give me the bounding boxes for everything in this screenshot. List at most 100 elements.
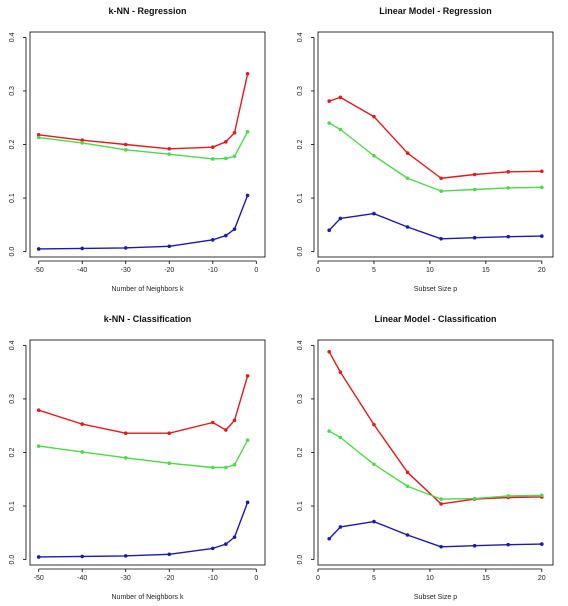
data-point [123,431,128,436]
data-point [210,546,215,551]
data-point [372,114,376,119]
x-tick-label: -20 [164,267,174,274]
series-line-3 [38,195,249,250]
y-tick-label: 0.4 [9,32,16,42]
data-point [167,244,172,249]
x-tick-label: 0 [254,267,258,274]
y-tick-label: 0.1 [9,501,16,511]
data-point [472,496,477,501]
data-point [327,536,331,541]
plot-frame [29,339,266,566]
data-point [224,233,228,238]
x-tick-label: 0 [316,267,320,274]
data-point [123,246,128,250]
x-tick-label: -10 [208,267,218,274]
data-point [338,95,343,100]
data-point [232,418,237,423]
x-tick-label: -30 [121,575,131,582]
data-point [36,444,41,448]
data-point [506,186,511,190]
y-tick-label: 0.0 [297,555,304,565]
chart-panel-2: Linear Model - Regression 0 5 10 15 20 Subset … [297,6,554,293]
data-point [372,153,376,158]
data-point [540,185,544,190]
x-tick-label: -40 [77,575,87,582]
series-line-2 [328,122,542,192]
data-point [327,429,331,433]
data-point [506,170,511,174]
y-tick-label: 0.0 [297,247,304,257]
data-point [327,121,331,125]
y-tick-label: 0.1 [297,193,304,203]
data-point [327,99,331,103]
data-point [224,140,228,144]
series-line-3 [328,520,542,548]
data-point [405,151,410,155]
data-point [123,456,128,460]
data-point [245,500,250,505]
data-point [439,502,443,506]
x-tick-label: -50 [34,267,44,274]
x-tick-label: 20 [538,575,546,582]
data-point [224,428,228,432]
data-point [232,154,237,159]
y-tick-label: 0.1 [9,193,16,203]
data-point [80,138,85,143]
x-axis-label: Subset Size p [414,594,457,601]
x-tick-label: 10 [426,267,434,274]
data-point [372,211,376,216]
x-tick-label: 0 [316,575,320,582]
data-point [338,216,343,221]
data-point [472,187,477,192]
data-point [439,497,443,501]
y-tick-label: 0.4 [297,340,304,350]
chart-panel-4: Linear Model - Classification 0 5 10 15 20 Sub… [297,314,554,601]
chart-panel-3: k-NN - Classification -50 -40 -30 -20 -10 0 Num… [9,314,266,601]
data-point [167,152,172,156]
plot-frame [317,31,554,258]
data-point [245,193,250,198]
y-tick-label: 0.3 [9,86,16,96]
x-axis-label: Number of Neighbors k [112,286,184,293]
series-line-2 [328,430,542,500]
y-tick-label: 0.3 [9,394,16,404]
x-tick-label: -40 [77,267,87,274]
data-point [210,465,215,470]
data-point [540,542,544,546]
y-tick-label: 0.2 [9,140,16,150]
data-point [224,465,228,470]
data-point [80,450,85,454]
series-line-3 [38,502,249,558]
data-point [405,470,410,475]
y-tick-label: 0.2 [297,448,304,458]
series-line-2 [38,439,249,469]
plot-frame [29,31,266,258]
data-point [245,438,250,442]
x-tick-label: 0 [254,575,258,582]
data-point [338,127,343,132]
series-line-1 [38,375,249,434]
data-point [232,535,237,539]
data-point [123,142,128,147]
x-tick-label: 5 [372,575,376,582]
data-point [405,484,410,489]
data-point [439,544,443,549]
x-tick-label: 5 [372,267,376,274]
x-axis-label: Number of Neighbors k [112,594,184,601]
x-tick-label: -20 [164,575,174,582]
data-point [80,422,85,426]
data-point [506,542,511,547]
data-point [405,225,410,229]
data-point [210,145,215,149]
y-tick-label: 0.2 [297,140,304,150]
x-tick-label: -30 [121,267,131,274]
data-point [123,554,128,558]
data-point [245,71,250,76]
data-point [472,172,477,177]
y-tick-label: 0.3 [297,394,304,404]
chart-title: k-NN - Classification [104,314,192,324]
data-point [245,129,250,134]
data-point [405,533,410,537]
data-point [405,176,410,181]
